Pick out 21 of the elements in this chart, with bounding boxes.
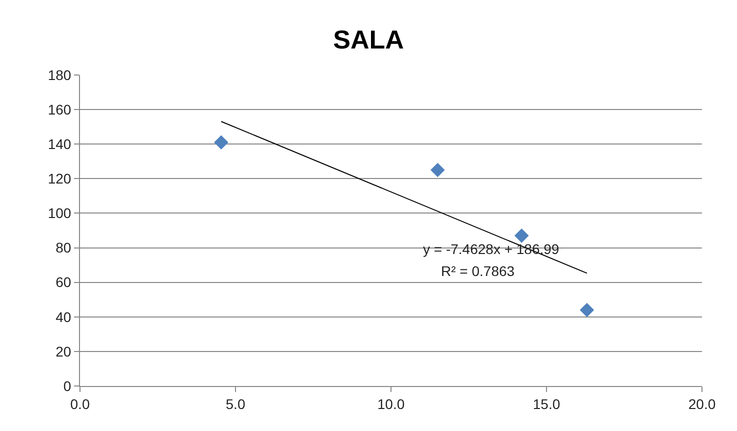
y-tick-label: 100 bbox=[48, 205, 72, 222]
y-tick-label: 80 bbox=[56, 240, 72, 256]
x-tick-label: 0.0 bbox=[70, 396, 90, 412]
x-tick-label: 10.0 bbox=[377, 396, 405, 412]
point bbox=[214, 135, 228, 150]
y-tick-label: 160 bbox=[48, 101, 72, 118]
point bbox=[514, 228, 529, 243]
y-tick-label: 140 bbox=[48, 136, 72, 152]
x-tick-label: 20.0 bbox=[688, 396, 716, 412]
chart-title: SALA bbox=[333, 24, 404, 54]
y-tick-label: 20 bbox=[56, 343, 72, 360]
annotation: R² = 0.7863 bbox=[441, 263, 515, 279]
y-tick-label: 60 bbox=[56, 274, 72, 290]
point bbox=[580, 302, 594, 318]
y-tick-label: 120 bbox=[48, 170, 72, 187]
y-tick-label: 180 bbox=[48, 66, 72, 83]
y-tick-label: 40 bbox=[56, 308, 72, 325]
x-tick-label: 15.0 bbox=[532, 396, 560, 412]
y-tick-label: 0 bbox=[63, 378, 72, 394]
x-tick-label: 5.0 bbox=[226, 396, 246, 412]
point bbox=[430, 162, 445, 178]
